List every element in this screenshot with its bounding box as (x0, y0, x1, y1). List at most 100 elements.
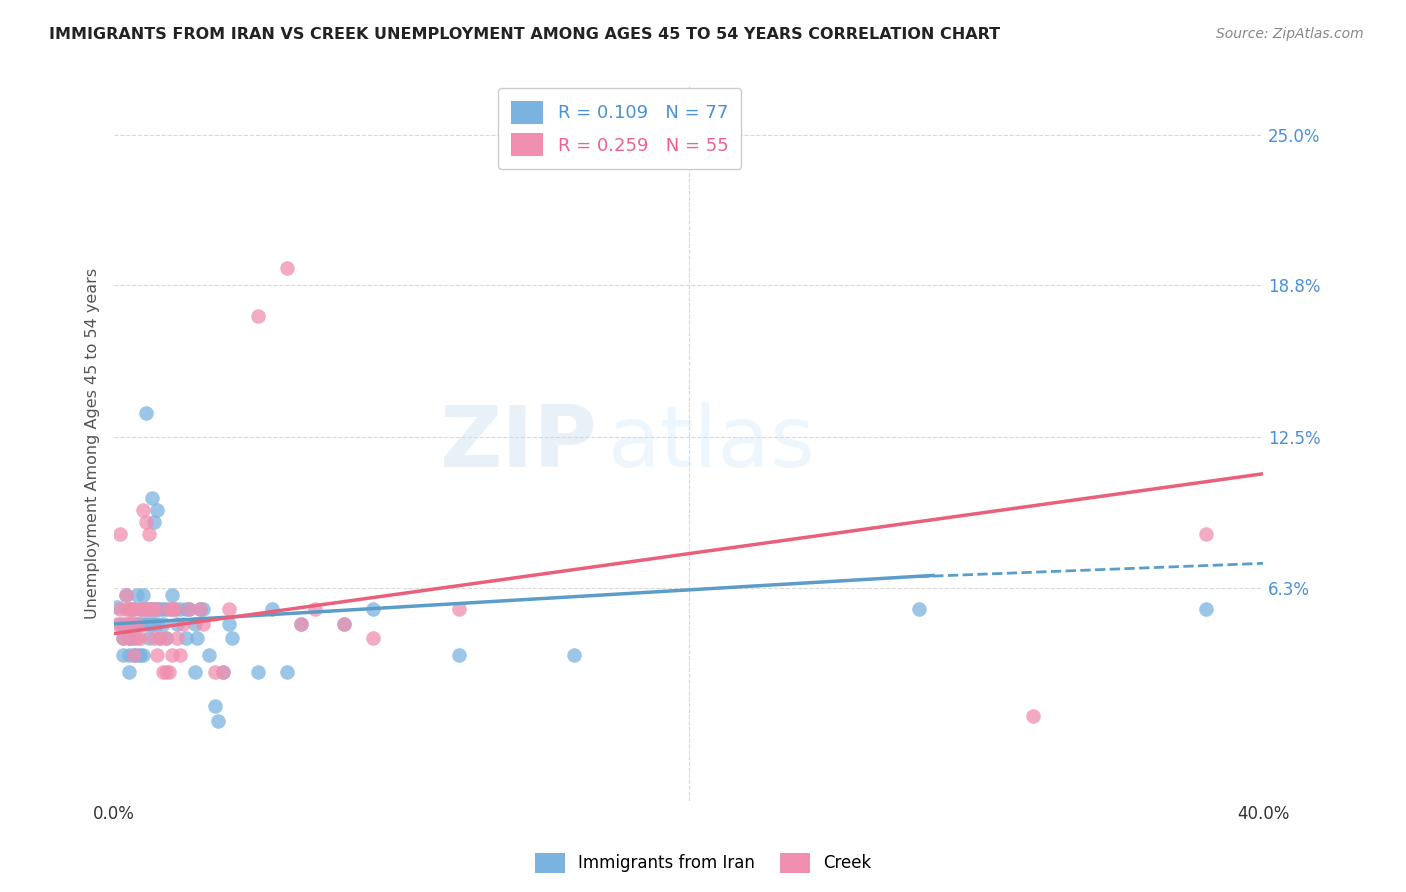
Point (221, 632, 243, 646)
Point (198, 648, 221, 663)
Point (114, 588, 136, 602)
Point (143, 515, 166, 529)
Point (138, 632, 160, 646)
Point (135, 602, 157, 616)
Point (361, 602, 384, 616)
Point (246, 665, 269, 680)
Point (1022, 709, 1045, 723)
Point (111, 616, 134, 631)
Point (1195, 527, 1218, 541)
Point (105, 616, 128, 631)
Point (108, 527, 131, 541)
Point (117, 648, 139, 663)
Point (120, 632, 142, 646)
Point (132, 648, 155, 663)
Legend: R = 0.109   N = 77, R = 0.259   N = 55: R = 0.109 N = 77, R = 0.259 N = 55 (498, 88, 741, 169)
Point (124, 616, 146, 631)
Y-axis label: Unemployment Among Ages 45 to 54 years: Unemployment Among Ages 45 to 54 years (86, 268, 100, 619)
Point (117, 616, 139, 631)
Point (333, 616, 356, 631)
Point (124, 602, 146, 616)
Point (160, 648, 183, 663)
Point (218, 602, 240, 616)
Point (132, 616, 155, 631)
Point (129, 602, 152, 616)
Point (290, 616, 312, 631)
Point (166, 632, 188, 646)
Point (120, 616, 142, 631)
Point (114, 616, 136, 631)
Point (135, 616, 157, 631)
Point (135, 602, 157, 616)
Point (146, 602, 169, 616)
Point (157, 665, 180, 680)
Point (120, 602, 142, 616)
Point (120, 602, 142, 616)
Point (141, 491, 163, 505)
Point (169, 648, 191, 663)
Point (304, 602, 326, 616)
Point (124, 648, 146, 663)
Point (127, 632, 149, 646)
Point (117, 632, 139, 646)
Point (246, 310, 269, 324)
Point (172, 616, 194, 631)
Point (132, 503, 155, 517)
Point (129, 632, 152, 646)
Point (212, 665, 235, 680)
Point (333, 616, 356, 631)
Point (204, 665, 226, 680)
Point (117, 632, 139, 646)
Point (155, 602, 177, 616)
Point (143, 602, 166, 616)
Point (111, 632, 134, 646)
Point (290, 616, 312, 631)
Point (190, 602, 212, 616)
Point (149, 632, 172, 646)
Point (146, 616, 169, 631)
Point (138, 602, 160, 616)
Point (212, 665, 235, 680)
Point (111, 632, 134, 646)
Point (141, 602, 163, 616)
Point (127, 616, 149, 631)
Point (183, 616, 205, 631)
Point (129, 648, 152, 663)
Point (146, 602, 169, 616)
Point (177, 602, 200, 616)
Point (155, 665, 177, 680)
Point (174, 602, 197, 616)
Point (138, 602, 160, 616)
Point (447, 602, 470, 616)
Point (190, 602, 212, 616)
Point (114, 602, 136, 616)
Point (138, 527, 160, 541)
Point (907, 602, 929, 616)
Point (108, 616, 131, 631)
Text: Source: ZipAtlas.com: Source: ZipAtlas.com (1216, 27, 1364, 41)
Point (1195, 602, 1218, 616)
Point (108, 602, 131, 616)
Point (218, 616, 240, 631)
Point (127, 616, 149, 631)
Point (186, 632, 208, 646)
Point (155, 632, 177, 646)
Point (204, 699, 226, 714)
Point (193, 616, 215, 631)
Text: atlas: atlas (609, 402, 817, 485)
Point (146, 648, 169, 663)
Point (124, 632, 146, 646)
Point (174, 632, 197, 646)
Point (207, 714, 229, 728)
Point (276, 665, 298, 680)
Point (135, 406, 157, 420)
Point (193, 602, 215, 616)
Point (157, 602, 180, 616)
Point (141, 616, 163, 631)
Point (132, 588, 155, 602)
Point (152, 602, 174, 616)
Point (143, 632, 166, 646)
Point (143, 616, 166, 631)
Point (120, 616, 142, 631)
Point (183, 665, 205, 680)
